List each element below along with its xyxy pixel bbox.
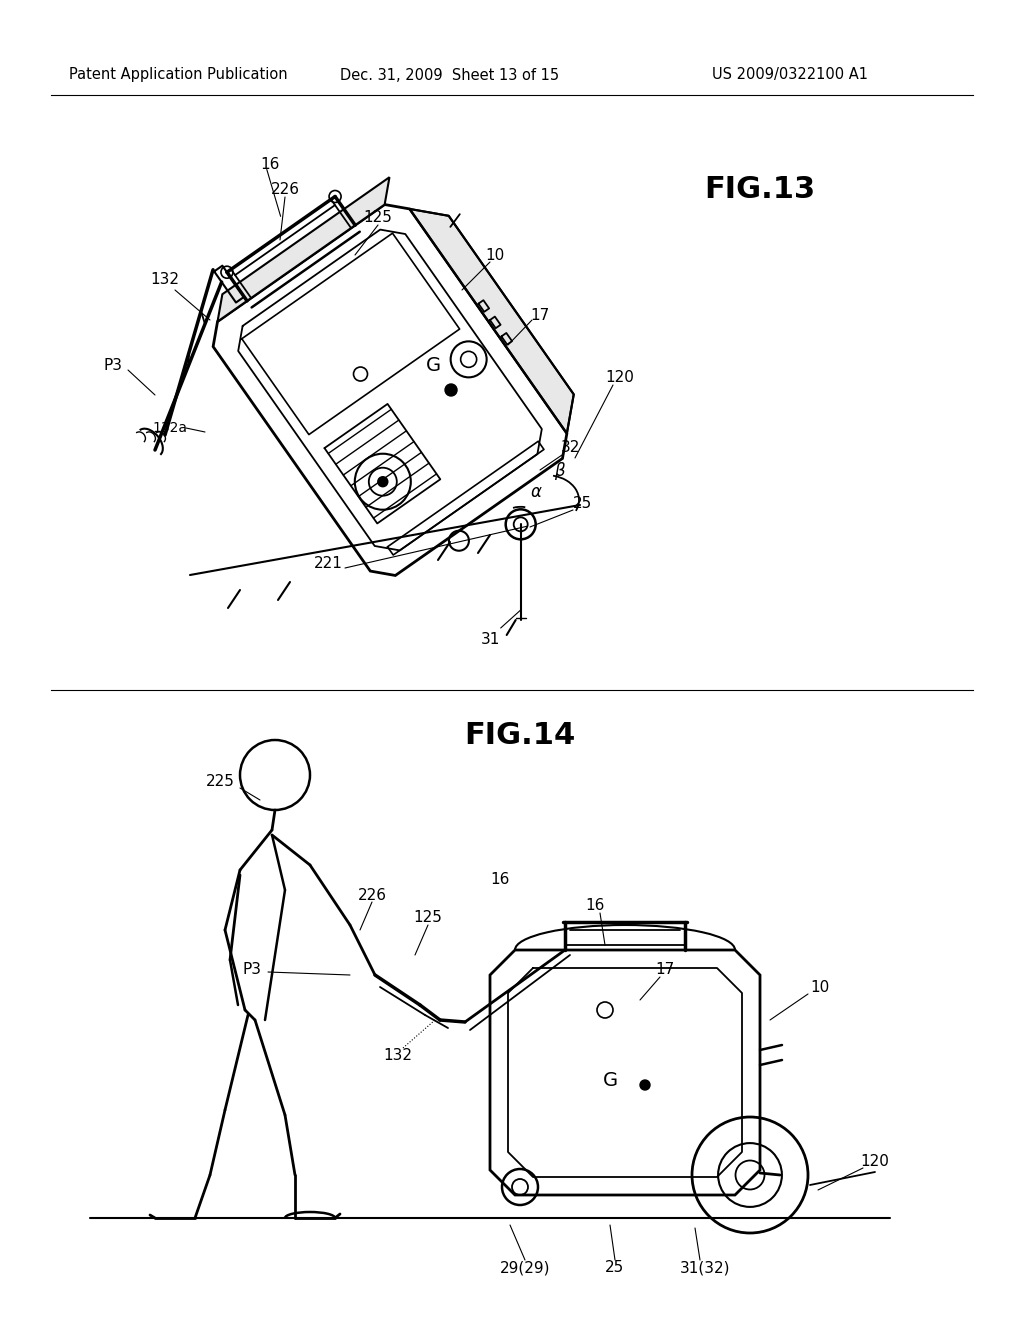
- Text: US 2009/0322100 A1: US 2009/0322100 A1: [712, 67, 868, 82]
- Text: Patent Application Publication: Patent Application Publication: [69, 67, 288, 82]
- Text: 132: 132: [151, 272, 179, 288]
- Text: FIG.13: FIG.13: [705, 176, 815, 205]
- Text: 32: 32: [560, 441, 580, 455]
- Text: 10: 10: [810, 981, 829, 995]
- Circle shape: [378, 477, 388, 487]
- Text: 29(29): 29(29): [500, 1261, 550, 1275]
- Text: FIG.14: FIG.14: [464, 721, 575, 750]
- Text: 125: 125: [414, 911, 442, 925]
- Text: 132: 132: [384, 1048, 413, 1063]
- Text: β: β: [554, 462, 564, 480]
- Text: 16: 16: [260, 157, 280, 172]
- Polygon shape: [410, 209, 573, 433]
- Text: 120: 120: [605, 371, 635, 385]
- Text: 31(32): 31(32): [680, 1261, 730, 1275]
- Circle shape: [640, 1080, 650, 1090]
- Text: G: G: [602, 1071, 617, 1089]
- Polygon shape: [217, 177, 389, 322]
- Text: 17: 17: [655, 962, 675, 978]
- Text: 25: 25: [573, 495, 593, 511]
- Polygon shape: [490, 950, 760, 1195]
- Polygon shape: [213, 205, 567, 576]
- Text: P3: P3: [243, 962, 262, 978]
- Text: P3: P3: [103, 358, 123, 372]
- Circle shape: [445, 384, 457, 396]
- Text: G: G: [426, 356, 441, 375]
- Text: 31: 31: [481, 632, 501, 648]
- Text: 226: 226: [270, 182, 299, 198]
- Text: 16: 16: [490, 873, 510, 887]
- Text: 120: 120: [860, 1155, 890, 1170]
- Text: 10: 10: [485, 248, 505, 263]
- Text: 16: 16: [586, 898, 605, 912]
- Text: 221: 221: [313, 556, 342, 570]
- Text: 125: 125: [364, 210, 392, 226]
- Text: 25: 25: [605, 1261, 625, 1275]
- Text: 132a: 132a: [153, 421, 187, 436]
- Text: Dec. 31, 2009  Sheet 13 of 15: Dec. 31, 2009 Sheet 13 of 15: [340, 67, 559, 82]
- Text: 225: 225: [206, 775, 234, 789]
- Text: 226: 226: [357, 887, 386, 903]
- Text: α: α: [530, 483, 542, 502]
- Text: 17: 17: [530, 308, 550, 322]
